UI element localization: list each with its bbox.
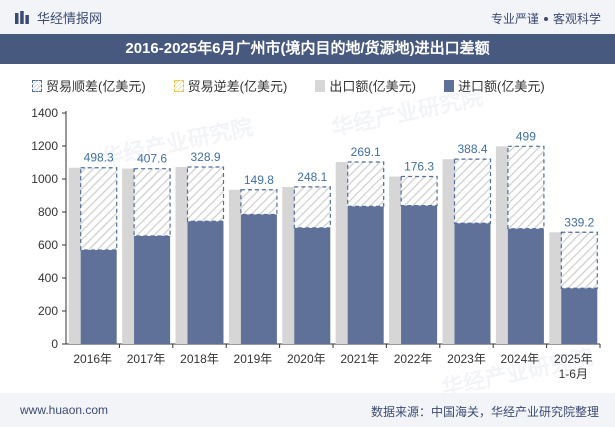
legend-item-import[interactable]: 进口额(亿美元) bbox=[444, 76, 545, 95]
surplus-data-label: 269.1 bbox=[351, 145, 381, 159]
legend: 贸易顺差(亿美元) 贸易逆差(亿美元) 出口额(亿美元) 进口额(亿美元) bbox=[32, 76, 545, 95]
chart-plot-area: 0 200 400 600 800 1000 1200 1400 498.3 407.6 328.… bbox=[31, 106, 601, 381]
import-bar bbox=[134, 235, 171, 344]
surplus-bar bbox=[347, 161, 385, 207]
import-bar bbox=[454, 223, 491, 344]
chart-title: 2016-2025年6月广州市(境内目的地/货源地)进出口差额 bbox=[125, 40, 490, 57]
import-bar bbox=[401, 205, 438, 344]
legend-label-surplus: 贸易顺差(亿美元) bbox=[46, 79, 146, 94]
surplus-bar bbox=[400, 175, 438, 207]
x-tick-label: 2022年 bbox=[394, 352, 433, 366]
footer-url-link[interactable]: www.huaon.com bbox=[20, 403, 109, 417]
legend-item-export[interactable]: 出口额(亿美元) bbox=[315, 76, 416, 95]
legend-label-import: 进口额(亿美元) bbox=[458, 79, 545, 94]
surplus-data-label: 339.2 bbox=[564, 215, 594, 229]
surplus-bar bbox=[240, 189, 278, 216]
legend-swatch-export bbox=[315, 79, 326, 92]
import-bar bbox=[294, 227, 331, 344]
y-tick-label: 0 bbox=[51, 337, 58, 351]
x-tick-label: 2021年 bbox=[340, 352, 379, 366]
surplus-bar bbox=[186, 166, 225, 222]
bar-layer: 498.3 407.6 328.9 149.8 248.1 269.1 176.3 388.4… bbox=[68, 129, 598, 344]
y-tick-label: 800 bbox=[38, 205, 58, 219]
surplus-data-label: 176.3 bbox=[404, 159, 434, 173]
legend-item-deficit[interactable]: 贸易逆差(亿美元) bbox=[173, 76, 288, 95]
y-tick-label: 600 bbox=[38, 238, 58, 252]
surplus-data-label: 407.6 bbox=[137, 152, 167, 166]
legend-swatch-deficit bbox=[173, 79, 184, 92]
x-tick-label: 2017年 bbox=[127, 352, 166, 366]
slogan: 专业严谨 客观科学 bbox=[491, 10, 601, 27]
surplus-bar bbox=[453, 158, 492, 224]
y-tick-label: 1000 bbox=[31, 172, 58, 186]
surplus-data-label: 149.8 bbox=[244, 173, 274, 187]
x-tick-label: 2023年 bbox=[447, 352, 486, 366]
x-axis: 2016年 2017年 2018年 2019年 2020年 2021年 2022年 2023年… bbox=[73, 352, 592, 381]
legend-label-export: 出口额(亿美元) bbox=[329, 79, 417, 94]
import-bar bbox=[561, 288, 598, 344]
brand-name: 华经情报网 bbox=[37, 11, 103, 26]
legend-swatch-surplus bbox=[32, 79, 42, 92]
import-bar bbox=[347, 206, 384, 344]
import-bar bbox=[240, 214, 277, 344]
top-bar: 华经情报网 专业严谨 客观科学 bbox=[0, 0, 615, 34]
surplus-data-label: 388.4 bbox=[457, 142, 487, 156]
data-source: 数据来源：中国海关，华经产业研究院整理 bbox=[370, 405, 599, 419]
legend-swatch-import bbox=[444, 79, 455, 92]
surplus-data-label: 248.1 bbox=[297, 170, 327, 184]
x-tick-label: 2020年 bbox=[287, 352, 326, 366]
footer: www.huaon.com 数据来源：中国海关，华经产业研究院整理 bbox=[0, 393, 615, 427]
surplus-bar bbox=[133, 168, 171, 237]
y-tick-label: 1200 bbox=[31, 139, 58, 153]
slogan-right: 客观科学 bbox=[552, 12, 601, 26]
legend-item-surplus[interactable]: 贸易顺差(亿美元) bbox=[32, 76, 146, 95]
slogan-separator-dot bbox=[543, 16, 548, 21]
x-tick-label: 2019年 bbox=[234, 352, 273, 366]
slogan-left: 专业严谨 bbox=[490, 12, 539, 26]
surplus-bar bbox=[560, 231, 598, 289]
import-bar bbox=[80, 249, 117, 344]
surplus-bar bbox=[507, 145, 545, 230]
surplus-bar bbox=[80, 167, 118, 251]
brand-logo-icon bbox=[15, 10, 29, 24]
surplus-data-label: 498.3 bbox=[84, 151, 114, 165]
import-bar bbox=[187, 221, 224, 344]
y-tick-label: 1400 bbox=[31, 106, 58, 120]
y-tick-label: 400 bbox=[38, 271, 58, 285]
x-tick-label: 2016年 bbox=[73, 352, 112, 366]
x-tick-label: 2024年 bbox=[501, 352, 540, 366]
legend-label-deficit: 贸易逆差(亿美元) bbox=[187, 79, 288, 94]
import-bar bbox=[507, 228, 544, 344]
x-tick-label: 2018年 bbox=[180, 352, 219, 366]
title-bar: 2016-2025年6月广州市(境内目的地/货源地)进出口差额 bbox=[0, 34, 615, 64]
surplus-data-label: 499 bbox=[516, 129, 536, 143]
y-tick-label: 200 bbox=[38, 304, 58, 318]
brand[interactable]: 华经情报网 bbox=[14, 8, 102, 27]
surplus-data-label: 328.9 bbox=[190, 150, 220, 164]
x-tick-label: 2025年 1-6月 bbox=[554, 352, 593, 381]
surplus-bar bbox=[293, 186, 331, 229]
